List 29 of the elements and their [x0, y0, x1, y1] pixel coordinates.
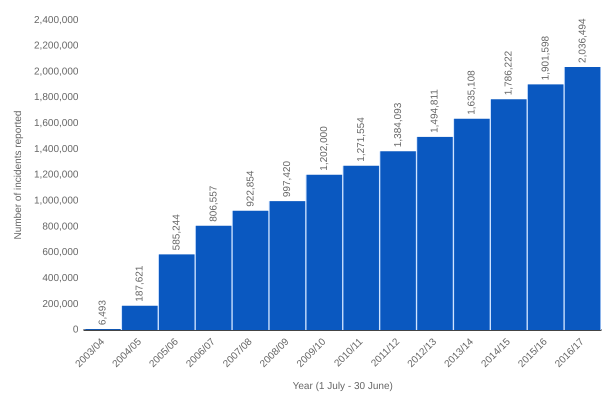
- y-tick-label: 200,000: [42, 298, 79, 310]
- y-tick-label: 2,400,000: [34, 14, 79, 26]
- x-axis-title: Year (1 July - 30 June): [292, 380, 393, 392]
- y-tick-label: 1,600,000: [34, 118, 79, 130]
- data-label: 2,036,494: [577, 18, 588, 63]
- data-label: 1,786,222: [504, 50, 515, 96]
- data-label: 806,557: [208, 185, 220, 222]
- data-label: 1,384,093: [392, 102, 404, 148]
- data-label: 922,854: [245, 170, 256, 207]
- y-tick-label: 1,800,000: [34, 92, 79, 104]
- y-tick-label: 1,400,000: [34, 144, 79, 155]
- y-tick-label: 1,000,000: [34, 196, 79, 207]
- y-tick-label: 400,000: [42, 273, 79, 284]
- data-label: 585,244: [171, 214, 182, 250]
- data-label: 1,271,554: [356, 116, 367, 162]
- y-tick-label: 2,200,000: [34, 40, 79, 52]
- data-label: 6,493: [98, 300, 109, 326]
- data-label: 1,202,000: [319, 126, 330, 171]
- data-label: 1,901,598: [540, 35, 552, 80]
- y-tick-label: 2,000,000: [34, 66, 79, 78]
- data-label: 1,494,811: [430, 88, 441, 133]
- data-label: 1,635,108: [466, 70, 478, 115]
- y-tick-label: 1,200,000: [34, 170, 79, 181]
- y-axis-title: Number of incidents reported: [12, 110, 24, 240]
- data-label: 997,420: [282, 160, 294, 198]
- y-tick-label: 600,000: [42, 247, 79, 258]
- data-label: 187,621: [134, 265, 146, 302]
- y-tick-label: 800,000: [42, 221, 79, 232]
- y-tick-label: 0: [72, 324, 79, 336]
